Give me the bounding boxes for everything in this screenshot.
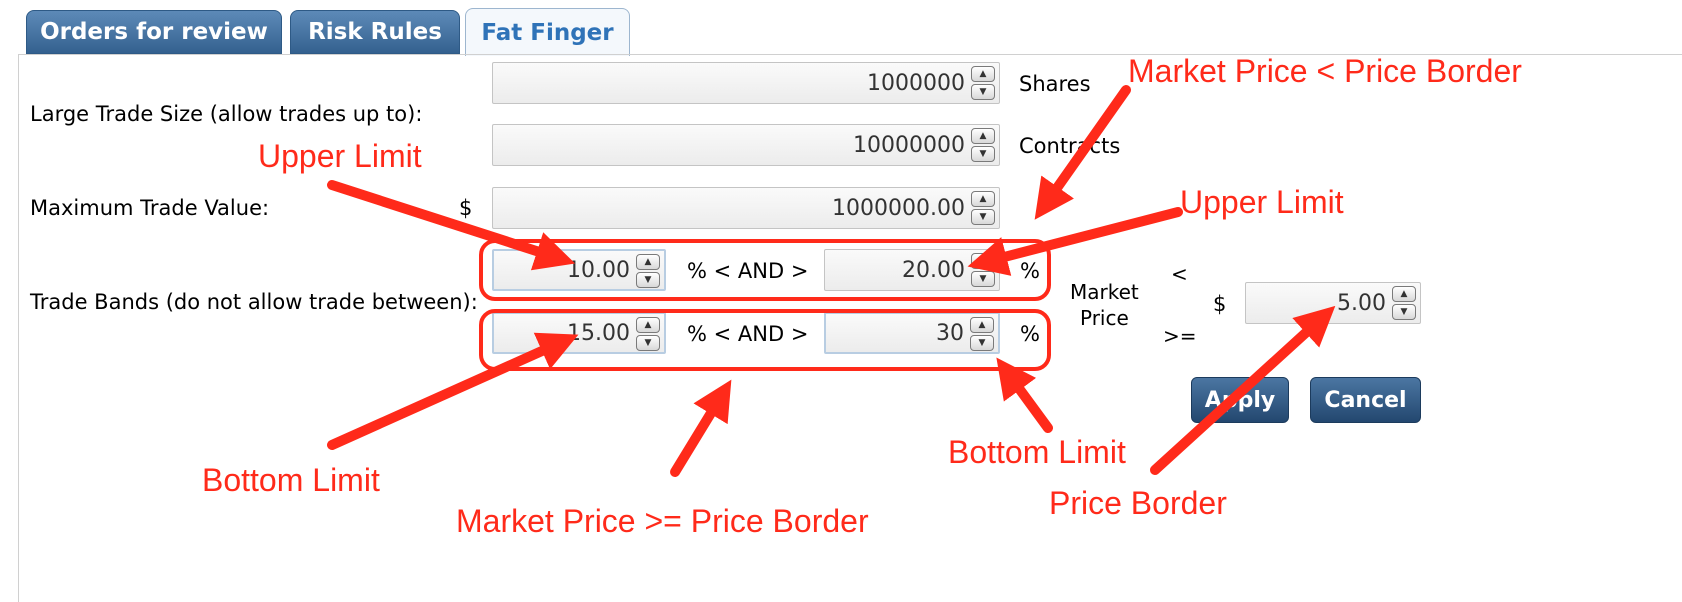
- band2-highlight-box: [479, 309, 1051, 371]
- greater-equal-symbol: >=: [1163, 324, 1197, 348]
- band2-percent: %: [1020, 322, 1040, 346]
- arrow-bottom-right: [996, 357, 1053, 433]
- annotation-market-lt: Market Price < Price Border: [1128, 53, 1522, 89]
- shares-value: 1000000: [867, 70, 965, 96]
- band1-connector: % < AND >: [687, 259, 809, 283]
- decrement-icon[interactable]: ▼: [971, 209, 995, 225]
- arrow-price-border: [1150, 305, 1336, 475]
- tab-risk-rules[interactable]: Risk Rules: [290, 10, 460, 54]
- annotation-upper-left: Upper Limit: [258, 138, 422, 174]
- decrement-icon[interactable]: ▼: [636, 335, 660, 351]
- large-trade-size-label: Large Trade Size (allow trades up to):: [30, 102, 423, 126]
- band2-connector: % < AND >: [687, 322, 809, 346]
- max-trade-value: 1000000.00: [832, 195, 965, 221]
- decrement-icon[interactable]: ▼: [636, 272, 660, 288]
- fat-finger-panel: [18, 54, 1682, 602]
- annotation-price-border: Price Border: [1049, 485, 1227, 521]
- annotation-bottom-right: Bottom Limit: [948, 434, 1126, 470]
- max-trade-value-label: Maximum Trade Value:: [30, 196, 270, 220]
- market-price-label-line1: Market: [1070, 280, 1139, 304]
- market-price-label-line2: Price: [1080, 306, 1129, 330]
- arrow-upper-right: [967, 207, 1183, 276]
- band1-lower-value: 10.00: [567, 257, 630, 283]
- band1-lower-stepper[interactable]: 10.00 ▲ ▼: [492, 249, 666, 291]
- max-trade-value-stepper[interactable]: 1000000.00 ▲ ▼: [492, 187, 1000, 229]
- annotation-upper-right: Upper Limit: [1180, 184, 1344, 220]
- increment-icon[interactable]: ▲: [971, 191, 995, 207]
- arrow-market-lt: [1034, 85, 1131, 220]
- arrow-upper-left: [327, 180, 576, 271]
- increment-icon[interactable]: ▲: [1392, 286, 1416, 302]
- annotation-bottom-left: Bottom Limit: [202, 462, 380, 498]
- band1-percent: %: [1020, 259, 1040, 283]
- tab-orders-for-review[interactable]: Orders for review: [26, 10, 282, 54]
- decrement-icon[interactable]: ▼: [1392, 304, 1416, 320]
- currency-symbol: $: [459, 196, 473, 220]
- less-than-symbol: <: [1171, 262, 1188, 286]
- decrement-icon[interactable]: ▼: [971, 84, 995, 100]
- band2-upper-value: 30: [936, 320, 964, 346]
- tab-bar: Orders for review Risk Rules Fat Finger: [0, 0, 1682, 56]
- increment-icon[interactable]: ▲: [971, 128, 995, 144]
- band2-upper-stepper[interactable]: 30 ▲ ▼: [824, 312, 1000, 354]
- band2-lower-stepper[interactable]: 15.00 ▲ ▼: [492, 312, 666, 354]
- band1-upper-value: 20.00: [902, 257, 965, 283]
- increment-icon[interactable]: ▲: [971, 66, 995, 82]
- cancel-button[interactable]: Cancel: [1310, 377, 1421, 423]
- price-border-value: 5.00: [1337, 290, 1386, 316]
- annotation-market-gte: Market Price >= Price Border: [456, 503, 869, 539]
- trade-bands-label: Trade Bands (do not allow trade between)…: [30, 290, 478, 314]
- tab-fat-finger[interactable]: Fat Finger: [465, 8, 630, 56]
- arrow-market-gte: [670, 379, 732, 477]
- arrow-bottom-left: [327, 332, 579, 450]
- decrement-icon[interactable]: ▼: [970, 335, 994, 351]
- contracts-stepper[interactable]: 10000000 ▲ ▼: [492, 124, 1000, 166]
- contracts-value: 10000000: [853, 132, 965, 158]
- decrement-icon[interactable]: ▼: [971, 146, 995, 162]
- price-border-currency: $: [1213, 292, 1227, 316]
- shares-stepper[interactable]: 1000000 ▲ ▼: [492, 62, 1000, 104]
- increment-icon[interactable]: ▲: [636, 254, 660, 270]
- contracts-unit: Contracts: [1019, 134, 1121, 158]
- shares-unit: Shares: [1019, 72, 1091, 96]
- increment-icon[interactable]: ▲: [970, 317, 994, 333]
- band1-highlight-box: [479, 239, 1051, 301]
- increment-icon[interactable]: ▲: [636, 317, 660, 333]
